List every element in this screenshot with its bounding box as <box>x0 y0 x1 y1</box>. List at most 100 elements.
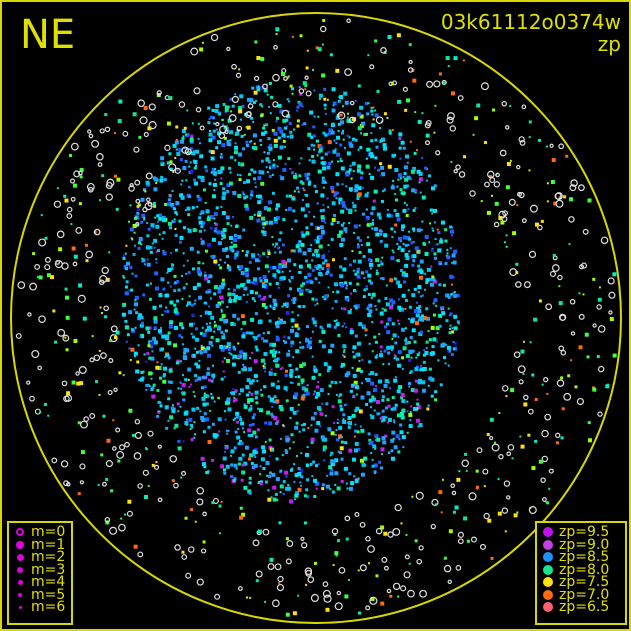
star-point <box>497 478 500 481</box>
star-point <box>148 121 157 130</box>
star-point <box>259 408 264 413</box>
star-point <box>149 246 153 250</box>
star-point <box>267 497 272 502</box>
star-point <box>297 487 302 492</box>
star-point <box>309 462 313 466</box>
star-point <box>291 381 294 384</box>
star-point <box>146 262 151 267</box>
star-point <box>401 367 404 370</box>
star-point <box>145 360 148 363</box>
star-point <box>221 238 224 241</box>
star-point <box>436 291 439 294</box>
star-point <box>397 595 400 598</box>
star-point <box>106 438 111 443</box>
star-point <box>298 430 301 433</box>
star-point <box>349 330 354 335</box>
star-point <box>307 182 311 186</box>
star-point <box>202 402 207 407</box>
star-point <box>195 106 202 113</box>
star-point <box>193 436 196 439</box>
star-point <box>210 379 214 383</box>
star-point <box>77 492 81 496</box>
star-point <box>342 418 345 421</box>
star-point <box>321 402 324 405</box>
star-point <box>234 252 239 257</box>
star-point <box>246 378 251 383</box>
star-point <box>498 454 504 460</box>
star-point <box>218 169 223 174</box>
star-point <box>181 382 186 387</box>
star-point <box>498 412 501 415</box>
star-point <box>431 227 434 230</box>
star-point <box>501 385 509 392</box>
star-point <box>167 198 171 202</box>
star-point <box>285 399 289 403</box>
star-point <box>43 403 47 407</box>
star-point <box>240 162 245 167</box>
star-point <box>235 131 240 136</box>
star-point <box>305 337 308 340</box>
star-point <box>174 248 178 252</box>
star-point <box>245 126 248 129</box>
star-point <box>219 258 222 261</box>
star-point <box>233 243 238 248</box>
star-point <box>213 326 216 329</box>
star-point <box>331 108 336 113</box>
star-point <box>246 97 251 102</box>
star-point <box>157 497 163 503</box>
star-point <box>252 449 257 454</box>
star-point <box>286 352 291 357</box>
star-point <box>126 333 130 337</box>
star-point <box>356 282 360 286</box>
star-point <box>327 250 330 253</box>
star-point <box>424 272 427 275</box>
star-point <box>584 332 589 337</box>
star-point <box>308 210 311 213</box>
star-point <box>334 299 338 303</box>
star-point <box>62 334 70 342</box>
star-point <box>284 261 288 265</box>
star-point <box>293 480 296 483</box>
star-point <box>373 166 376 169</box>
star-point <box>258 170 263 175</box>
star-point <box>264 130 268 134</box>
star-point <box>255 570 263 578</box>
star-point <box>516 204 519 207</box>
star-point <box>337 130 340 133</box>
star-point <box>307 133 311 137</box>
star-point <box>321 179 326 184</box>
star-point <box>354 188 359 193</box>
star-point <box>36 275 39 278</box>
star-point <box>359 114 364 119</box>
star-point <box>466 539 470 543</box>
star-point <box>301 233 306 238</box>
star-point <box>418 171 423 176</box>
star-point <box>401 408 406 413</box>
star-point <box>266 331 270 335</box>
star-point <box>310 222 314 226</box>
star-point <box>319 325 323 329</box>
star-point <box>299 346 302 349</box>
star-point <box>433 221 436 224</box>
star-point <box>150 356 155 361</box>
star-point <box>427 384 430 387</box>
star-point <box>154 216 157 219</box>
star-point <box>230 391 233 394</box>
star-point <box>330 185 335 190</box>
star-point <box>199 271 202 274</box>
star-point <box>269 167 272 170</box>
star-point <box>381 172 386 177</box>
star-point <box>179 360 182 363</box>
star-point <box>189 139 194 144</box>
star-point <box>331 307 334 310</box>
star-point <box>173 220 176 223</box>
star-point <box>291 325 294 328</box>
star-point <box>129 359 132 362</box>
star-point <box>203 385 207 389</box>
star-point <box>360 472 365 477</box>
star-point <box>387 381 390 384</box>
star-point <box>372 388 377 393</box>
star-point <box>155 261 158 264</box>
star-point <box>292 297 297 302</box>
star-point <box>138 379 141 382</box>
